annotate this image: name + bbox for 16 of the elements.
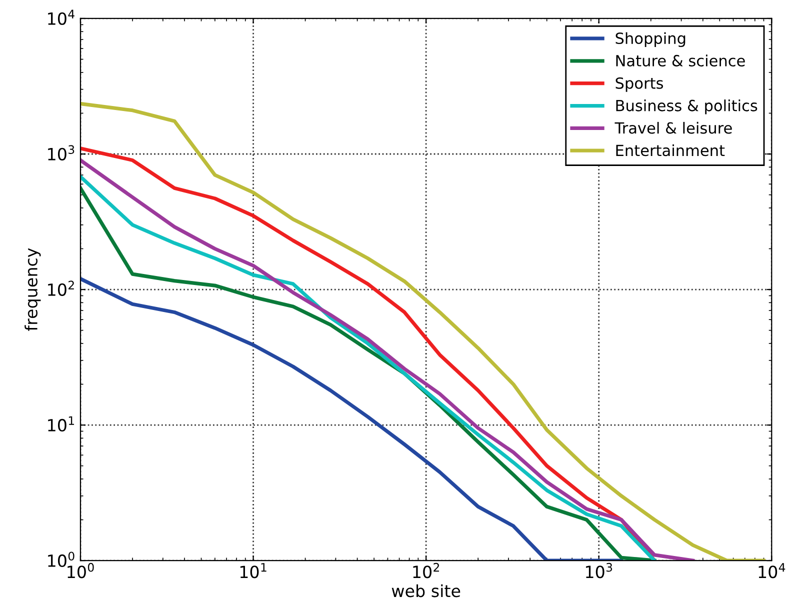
- y-tick-label: 10$^{1}$: [48, 416, 74, 432]
- legend-label: Sports: [616, 77, 663, 92]
- x-tick-label: 10$^{4}$: [758, 563, 786, 578]
- y-tick-label: 10$^{4}$: [48, 10, 74, 25]
- legend-label: Nature & science: [616, 54, 745, 66]
- x-tick-label: 10$^{2}$: [413, 562, 440, 578]
- legend-label: Travel & leisure: [614, 122, 732, 134]
- y-tick-label: 10$^{3}$: [48, 145, 74, 160]
- x-tick-label: 10$^{3}$: [586, 562, 612, 578]
- y-tick-label: 10$^{2}$: [48, 280, 74, 296]
- x-tick-label: 10$^{1}$: [240, 563, 266, 578]
- x-axis-title: web site: [392, 584, 460, 598]
- legend-label: Entertainment: [616, 144, 725, 156]
- legend-label: Business & politics: [616, 100, 758, 114]
- legend-label: Shopping: [616, 32, 686, 48]
- y-axis-title: frequency: [24, 248, 41, 331]
